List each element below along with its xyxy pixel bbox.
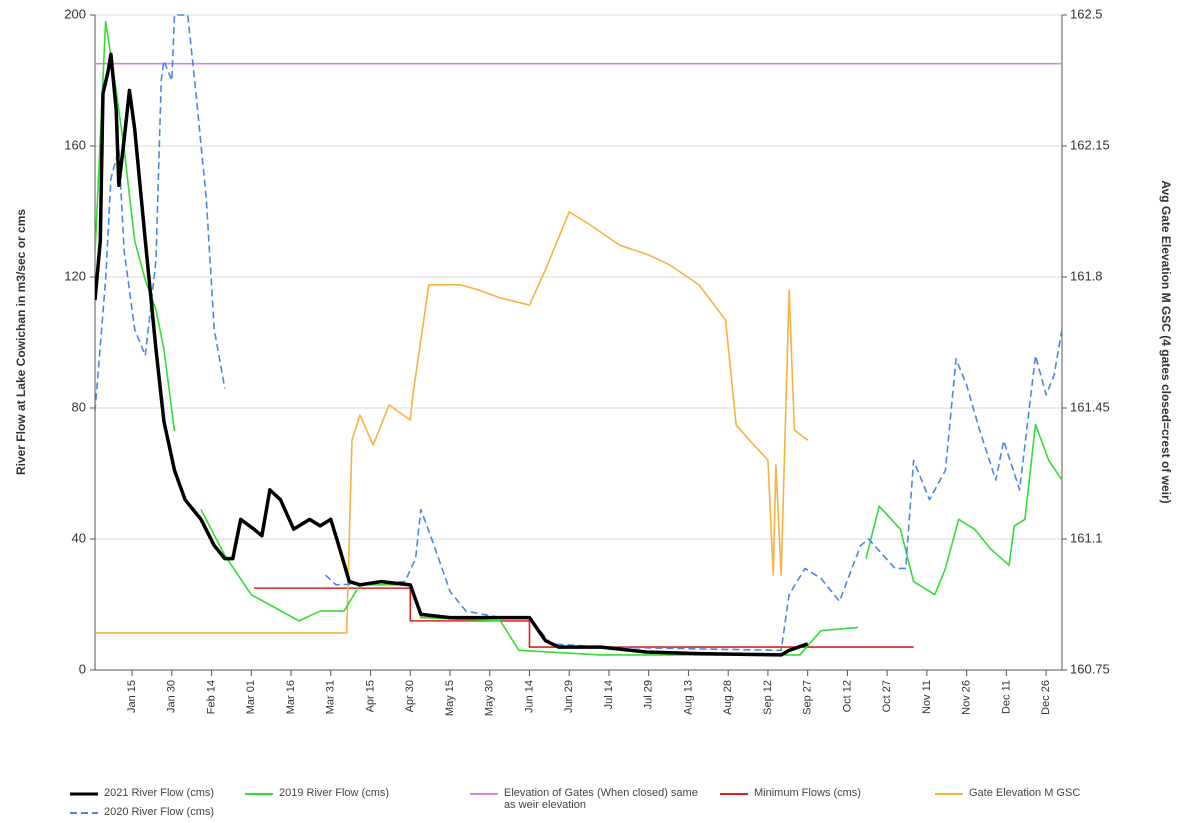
legend-item: 2021 River Flow (cms) <box>70 787 214 799</box>
x-tick-label: Jul 14 <box>603 680 615 709</box>
legend-swatch <box>935 793 963 795</box>
legend-item: Elevation of Gates (When closed) same as… <box>470 787 700 811</box>
y2-tick-label: 161.45 <box>1070 399 1110 414</box>
legend-label: Elevation of Gates (When closed) same as… <box>504 787 698 811</box>
legend-item: 2019 River Flow (cms) <box>245 787 389 799</box>
legend-swatch <box>70 792 98 796</box>
legend-swatch <box>470 793 498 795</box>
plot-area <box>95 14 1063 657</box>
x-tick-label: Nov 11 <box>921 680 933 714</box>
y-axis-label: River Flow at Lake Cowichan in m3/sec or… <box>14 209 28 475</box>
series-line <box>95 14 1063 652</box>
x-tick-label: Aug 28 <box>722 680 734 715</box>
x-tick-label: Jun 29 <box>563 680 575 713</box>
x-tick-label: Jan 30 <box>166 680 178 713</box>
y-tick-label: 120 <box>64 268 86 283</box>
x-tick-label: Mar 16 <box>285 680 297 714</box>
y2-tick-label: 161.1 <box>1070 530 1103 545</box>
x-tick-label: Apr 15 <box>364 680 376 712</box>
y2-tick-label: 162.5 <box>1070 6 1103 21</box>
x-tick-label: Dec 11 <box>1000 680 1012 714</box>
series-line <box>95 20 1063 656</box>
series-line <box>95 52 809 657</box>
x-tick-label: Jul 29 <box>643 680 655 709</box>
x-tick-label: Sep 27 <box>802 680 814 715</box>
y-tick-label: 0 <box>79 661 86 676</box>
legend-swatch <box>70 812 98 814</box>
x-tick-label: Apr 30 <box>404 680 416 712</box>
y2-tick-label: 162.15 <box>1070 137 1110 152</box>
legend-item: Minimum Flows (cms) <box>720 787 861 799</box>
legend-label: 2020 River Flow (cms) <box>104 806 215 818</box>
legend-swatch <box>720 793 748 795</box>
series-line <box>95 211 809 634</box>
y2-axis-label: Avg Gate Elevation M GSC (4 gates closed… <box>1159 180 1173 503</box>
x-tick-label: Oct 27 <box>881 680 893 712</box>
y2-tick-label: 161.8 <box>1070 268 1103 283</box>
x-tick-label: Mar 31 <box>325 680 337 714</box>
x-tick-label: May 15 <box>444 680 456 716</box>
y-tick-label: 160 <box>64 137 86 152</box>
legend-label: Minimum Flows (cms) <box>754 787 861 799</box>
x-tick-label: Feb 14 <box>205 680 217 714</box>
x-tick-label: Sep 12 <box>762 680 774 715</box>
x-tick-label: Mar 01 <box>245 680 257 714</box>
legend-label: 2021 River Flow (cms) <box>104 787 215 799</box>
y2-tick-label: 160.75 <box>1070 661 1110 676</box>
x-tick-label: Oct 12 <box>841 680 853 712</box>
x-tick-label: May 30 <box>484 680 496 716</box>
y-tick-label: 200 <box>64 6 86 21</box>
x-tick-label: Jan 15 <box>126 680 138 713</box>
x-tick-label: Jun 14 <box>523 680 535 713</box>
legend-swatch <box>245 793 273 795</box>
legend-item: Gate Elevation M GSC <box>935 787 1080 799</box>
legend-item: 2020 River Flow (cms) <box>70 806 214 818</box>
x-tick-label: Dec 26 <box>1040 680 1052 715</box>
x-tick-label: Aug 13 <box>682 680 694 715</box>
y-tick-label: 80 <box>72 399 86 414</box>
legend-label: 2019 River Flow (cms) <box>279 787 390 799</box>
legend-label: Gate Elevation M GSC <box>969 787 1081 799</box>
x-tick-label: Nov 26 <box>961 680 973 715</box>
y-tick-label: 40 <box>72 530 86 545</box>
